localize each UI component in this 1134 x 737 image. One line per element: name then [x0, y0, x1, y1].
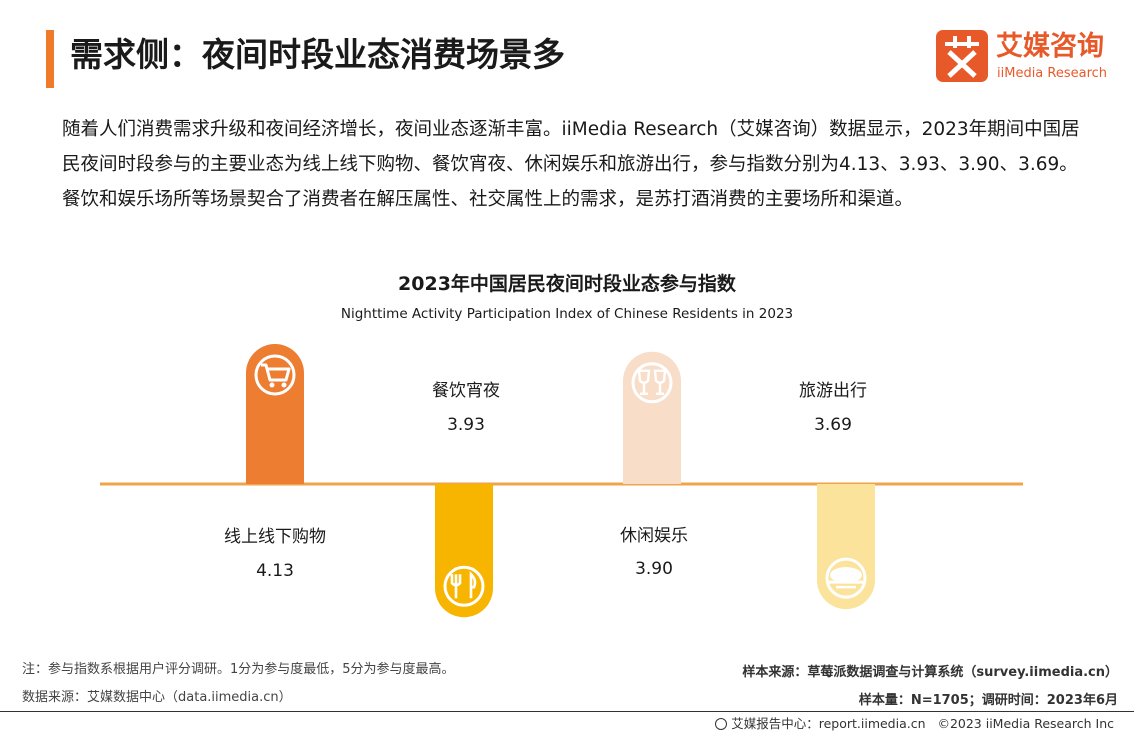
data-source: 数据来源：艾媒数据中心（data.iimedia.cn） — [22, 690, 292, 705]
bar-3 — [623, 351, 681, 484]
icon-badge-3 — [631, 362, 673, 404]
intro-paragraph: 随着人们消费需求升级和夜间经济增长，夜间业态逐渐丰富。iiMedia Resea… — [62, 119, 1080, 210]
fork-knife-icon — [450, 571, 477, 599]
category-label-2: 餐饮宵夜 — [432, 381, 500, 401]
globe-icon — [715, 718, 728, 730]
icon-badge-1 — [254, 354, 296, 396]
icon-badge-2 — [443, 565, 485, 607]
value-label-4: 3.69 — [814, 415, 852, 435]
category-label-1: 线上线下购物 — [224, 527, 326, 547]
copyright: ©2023 iiMedia Research Inc — [937, 716, 1114, 731]
sample-source: 样本来源：草莓派数据调查与计算系统（survey.iimedia.cn） — [742, 665, 1118, 680]
logo-text-cn: 艾媒咨询 — [996, 31, 1104, 62]
logo-text-en: iiMedia Research — [997, 66, 1108, 81]
icon-badge-4 — [825, 557, 867, 599]
chart-note: 注：参与指数系根据用户评分调研。1分为参与度最低，5分为参与度最高。 — [22, 662, 455, 677]
brand-logo: 艾媒咨询 iiMedia Research — [936, 30, 1116, 86]
bar-4 — [817, 484, 875, 610]
sample-size: 样本量：N=1705；调研时间：2023年6月 — [858, 693, 1118, 708]
title-accent-bar — [46, 30, 54, 88]
airship-icon — [829, 567, 863, 589]
value-label-3: 3.90 — [635, 559, 673, 579]
shopping-cart-icon — [261, 363, 291, 388]
page-title: 需求侧：夜间时段业态消费场景多 — [70, 35, 565, 74]
bar-1 — [246, 344, 304, 484]
wine-glasses-icon — [637, 369, 667, 395]
category-label-3: 休闲娱乐 — [620, 526, 688, 546]
footer-credits: 艾媒报告中心：report.iimedia.cn ©2023 iiMedia R… — [715, 716, 1114, 732]
footer-divider — [0, 711, 1134, 712]
value-label-1: 4.13 — [256, 561, 294, 581]
report-center-link[interactable]: 艾媒报告中心：report.iimedia.cn — [731, 716, 926, 731]
bar-2 — [435, 484, 493, 618]
chart-title: 2023年中国居民夜间时段业态参与指数 — [398, 273, 736, 295]
category-label-4: 旅游出行 — [799, 381, 867, 401]
logo-mark-icon — [936, 30, 988, 82]
value-label-2: 3.93 — [447, 415, 485, 435]
chart-subtitle: Nighttime Activity Participation Index o… — [340, 306, 794, 322]
